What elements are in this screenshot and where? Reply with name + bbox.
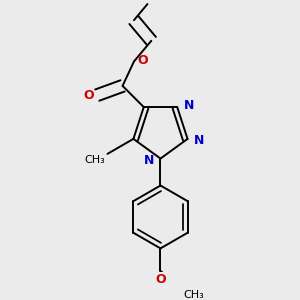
Text: O: O — [83, 88, 94, 102]
Text: N: N — [143, 154, 154, 166]
Text: O: O — [138, 54, 148, 67]
Text: O: O — [155, 273, 166, 286]
Text: N: N — [184, 99, 194, 112]
Text: N: N — [194, 134, 205, 147]
Text: CH₃: CH₃ — [184, 290, 204, 300]
Text: CH₃: CH₃ — [84, 155, 105, 165]
